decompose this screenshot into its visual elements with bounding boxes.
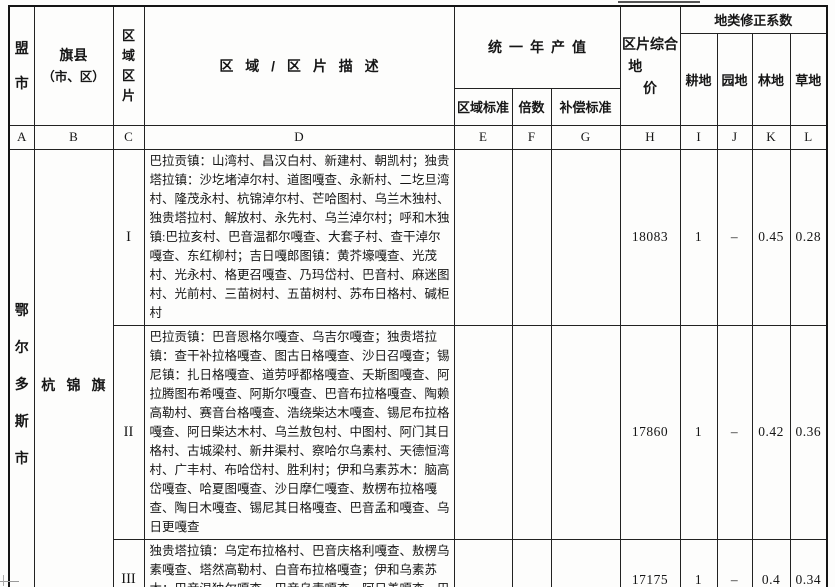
zone-code-cell: II [112,324,145,540]
zone-description-cell: 独贵塔拉镇：乌定布拉格村、巴音庆格利嘎查、敖楞乌素嘎查、塔然高勒村、白音布拉格嘎… [143,538,455,587]
header-banner-county-line2: （市、区） [42,69,105,84]
cell-league-city: 鄂尔多斯市 [8,148,35,587]
header-land-correction: 地类修正系数 [679,5,828,34]
grass-coef-cell: 0.34 [789,538,828,587]
header-regional-standard: 区域标准 [453,87,513,126]
header-zone-description: 区域/区片描述 [143,5,455,126]
header-forest-land: 林地 [751,32,791,126]
zone-description-cell: 巴拉贡镇：巴音恩格尔嘎查、乌吉尔嘎查；独贵塔拉镇：查干补拉格嘎查、图古日格嘎查、… [143,324,455,540]
column-letter-j: J [716,124,753,150]
header-row-3: 区域标准 倍数 补偿标准 [9,87,827,126]
league-city-label: 鄂尔多斯市 [14,302,29,466]
cultivated-coef-cell: 1 [679,538,718,587]
header-banner-county-line1: 旗县 [59,46,88,63]
column-letter-g: G [550,124,621,150]
zone-code-cell: I [112,148,145,326]
regional-standard-cell [453,148,513,326]
compensation-standard-cell [550,324,621,540]
multiplier-cell [511,148,552,326]
zone-price-cell: 18083 [619,148,681,326]
cell-banner: 杭锦旗 [33,148,114,587]
zone-price-cell: 17860 [619,324,681,540]
regional-standard-cell [453,324,513,540]
header-banner-county: 旗县 （市、区） [33,5,114,126]
zone-code-cell: III [112,538,145,587]
header-zone-code-label: 区域区片 [121,27,135,103]
table-row-zone-3: III 独贵塔拉镇：乌定布拉格村、巴音庆格利嘎查、敖楞乌素嘎查、塔然高勒村、白音… [9,538,828,587]
header-zone-code: 区域区片 [112,5,145,126]
header-zone-price-line1: 区片综合 [622,35,678,52]
column-letter-i: I [679,124,718,150]
header-cultivated-land: 耕地 [679,32,718,126]
column-letter-b: B [33,124,114,150]
cultivated-coef-cell: 1 [679,324,718,540]
compensation-standard-cell [550,148,621,326]
header-zone-composite-price: 区片综合 地价 [619,5,681,126]
column-letter-k: K [751,124,791,150]
multiplier-cell [511,538,552,587]
forest-coef-cell: 0.42 [751,324,791,540]
header-unified-annual-output-label: 统一年产值 [488,39,593,56]
column-letter-a: A [8,124,35,150]
header-league-city: 盟市 [8,5,35,126]
garden-coef-cell: – [716,538,753,587]
table-row-zone-2: II 巴拉贡镇：巴音恩格尔嘎查、乌吉尔嘎查；独贵塔拉镇：查干补拉格嘎查、图古日格… [9,324,828,540]
multiplier-cell [511,324,552,540]
header-multiplier: 倍数 [511,87,552,126]
forest-coef-cell: 0.4 [751,538,791,587]
garden-coef-cell: – [716,148,753,326]
column-letter-l: L [789,124,828,150]
header-unified-annual-output: 统一年产值 [453,5,621,89]
header-row-1: 盟市 旗县 （市、区） 区域区片 区域/区片描述 统一年产值 区片综合 地价 地… [8,5,828,126]
column-letter-e: E [453,124,513,150]
column-letter-d: D [143,124,455,150]
banner-label: 杭锦旗 [41,376,113,393]
header-grassland: 草地 [789,32,828,126]
scan-artifact-left [3,575,4,586]
cultivated-coef-cell: 1 [679,148,718,326]
header-zone-price-line2: 地价 [628,57,672,96]
header-zone-description-label: 区域/区片描述 [219,57,391,74]
garden-coef-cell: – [716,324,753,540]
column-letters-row: A B C D E F G H I J K L [8,124,828,150]
grass-coef-cell: 0.28 [789,148,828,326]
zone-price-cell: 17175 [619,538,681,587]
header-land-correction-label: 地类修正系数 [714,13,793,29]
scan-artifact-bottom [0,581,19,582]
header-row-2: 耕地 园地 林地 草地 [9,32,828,126]
grass-coef-cell: 0.36 [789,324,828,540]
regional-standard-cell [453,538,513,587]
column-letter-c: C [112,124,145,150]
header-garden-land: 园地 [716,32,753,126]
header-league-city-label: 盟市 [14,39,29,91]
header-compensation-standard: 补偿标准 [550,87,621,126]
land-compensation-table: 盟市 旗县 （市、区） 区域区片 区域/区片描述 统一年产值 区片综合 地价 地… [8,5,828,587]
scan-artifact-top [618,1,700,3]
column-letter-f: F [511,124,552,150]
forest-coef-cell: 0.45 [751,148,791,326]
zone-description-cell: 巴拉贡镇：山湾村、昌汉白村、新建村、朝凯村；独贵塔拉镇：沙圪堵淖尔村、道图嘎查、… [143,148,455,326]
table-row-zone-1: 鄂尔多斯市 杭锦旗 I 巴拉贡镇：山湾村、昌汉白村、新建村、朝凯村；独贵塔拉镇：… [8,148,828,587]
compensation-standard-cell [550,538,621,587]
column-letter-h: H [619,124,681,150]
